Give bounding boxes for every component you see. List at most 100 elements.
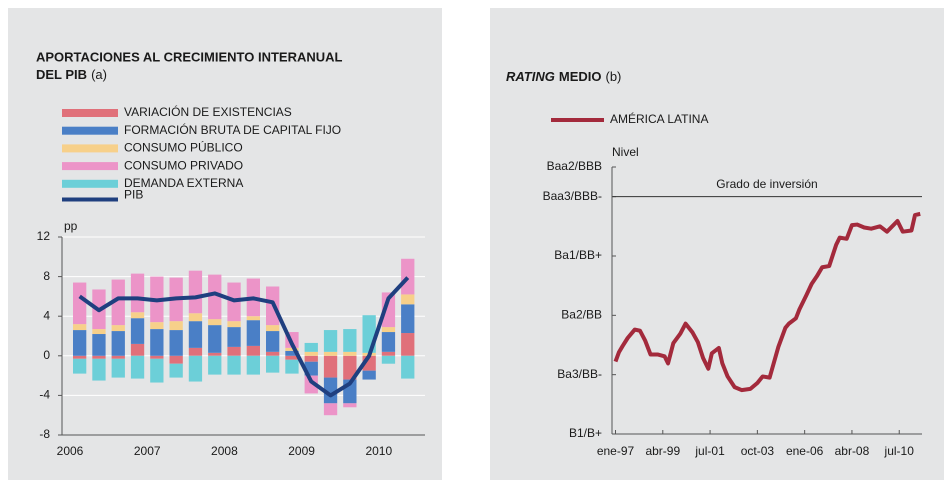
- x-tick-label: oct-03: [741, 444, 775, 458]
- y-tick-label: Ba2/BB: [561, 308, 602, 322]
- x-tick-label: ene-97: [597, 444, 635, 458]
- bar-segment: [343, 403, 357, 408]
- chart-title: DEL PIB: [36, 67, 87, 82]
- legend-swatch: [62, 126, 118, 135]
- bar-segment: [381, 351, 396, 356]
- bar-segment: [381, 332, 396, 352]
- y-tick-label: -8: [39, 427, 50, 441]
- bar-segment: [150, 322, 164, 330]
- bar-segment: [246, 355, 260, 375]
- bar-segment: [401, 355, 415, 379]
- bar-segment: [130, 312, 145, 319]
- bar-segment: [266, 351, 280, 356]
- y-tick-label: Baa3/BBB-: [543, 189, 602, 203]
- bar-segment: [150, 329, 164, 356]
- axis-label: pp: [64, 219, 78, 233]
- x-tick-label: abr-08: [835, 444, 870, 458]
- bar-segment: [188, 270, 203, 314]
- bar-segment: [73, 330, 87, 356]
- bar-segment: [246, 320, 260, 346]
- bar-segment: [285, 359, 299, 374]
- bar-segment: [92, 358, 106, 381]
- bar-segment: [169, 355, 183, 364]
- line-series: [78, 276, 410, 398]
- bar-segment: [208, 325, 222, 353]
- chart-title: DEL PIB (a): [36, 67, 107, 82]
- legend-label: PIB: [124, 188, 143, 202]
- x-tick-label: 2008: [211, 444, 238, 458]
- y-tick-label: 12: [37, 229, 51, 243]
- bar-segment: [111, 279, 125, 326]
- chart-title: MEDIO: [559, 69, 602, 84]
- panel: [490, 8, 944, 480]
- bar-segment: [208, 319, 222, 326]
- bar-segment: [227, 346, 241, 356]
- x-tick-label: 2010: [365, 444, 392, 458]
- x-tick-label: ene-06: [786, 444, 824, 458]
- panel: [8, 8, 442, 480]
- chart-title: RATING: [506, 69, 555, 84]
- bar-segment: [381, 292, 396, 328]
- bar-segment: [188, 355, 203, 382]
- bar-segment: [343, 355, 357, 380]
- x-tick-label: 2009: [288, 444, 315, 458]
- bar-segment: [381, 327, 396, 333]
- bar-segment: [208, 274, 222, 320]
- bar-segment: [92, 329, 106, 335]
- legend-label: DEMANDA EXTERNA: [124, 176, 243, 190]
- y-tick-label: B1/B+: [569, 426, 602, 440]
- y-tick-label: Ba3/BB-: [557, 367, 602, 381]
- bar-segment: [266, 331, 280, 352]
- title-note: (a): [91, 67, 107, 82]
- bar-segment: [323, 377, 338, 404]
- bar-segment: [92, 334, 106, 356]
- bar-segment: [73, 324, 87, 331]
- legend-swatch: [62, 179, 118, 188]
- bar-segment: [73, 358, 87, 374]
- bar-segment: [227, 355, 241, 375]
- bar-segment: [188, 347, 203, 356]
- bar-segment: [73, 355, 87, 359]
- bar-segment: [285, 355, 299, 360]
- chart-title: APORTACIONES AL CRECIMIENTO INTERANUAL: [36, 49, 343, 64]
- bar-segment: [169, 330, 183, 356]
- x-tick-label: 2007: [134, 444, 161, 458]
- bar-segment: [208, 355, 222, 375]
- legend-label: VARIACIÓN DE EXISTENCIAS: [124, 104, 292, 119]
- bar-segment: [266, 355, 280, 373]
- bar-segment: [169, 321, 183, 331]
- annotation: Grado de inversión: [716, 177, 817, 191]
- x-tick-label: abr-99: [645, 444, 680, 458]
- bar-segment: [227, 321, 241, 328]
- x-tick-label: jul-10: [884, 444, 915, 458]
- legend-label: CONSUMO PÚBLICO: [124, 140, 243, 155]
- bar-segment: [150, 355, 164, 359]
- legend-label: AMÉRICA LATINA: [610, 111, 708, 126]
- bar-segment: [323, 403, 338, 416]
- bar-segment: [111, 325, 125, 332]
- title-note: (b): [606, 69, 622, 84]
- bar-segment: [73, 282, 87, 325]
- y-tick-label: 4: [43, 308, 50, 322]
- bar-segment: [343, 351, 357, 356]
- bar-segment: [130, 273, 145, 313]
- bar-segment: [304, 351, 318, 356]
- legend-label: CONSUMO PRIVADO: [124, 158, 243, 172]
- bar-segment: [401, 333, 415, 356]
- x-tick-label: 2006: [57, 444, 84, 458]
- y-tick-label: 8: [43, 269, 50, 283]
- bar-segment: [169, 363, 183, 378]
- bar-segment: [130, 343, 145, 356]
- legend-swatch: [62, 144, 118, 153]
- bar-segment: [343, 329, 357, 352]
- bar-segment: [111, 355, 125, 359]
- bar-segment: [246, 316, 260, 321]
- bar-segment: [227, 327, 241, 347]
- bar-segment: [150, 358, 164, 383]
- bar-segment: [323, 355, 338, 378]
- bar-segment: [285, 347, 299, 351]
- y-tick-label: Baa2/BBB: [547, 159, 602, 173]
- bar-segment: [401, 258, 415, 295]
- bar-segment: [323, 351, 338, 356]
- bar-segment: [246, 345, 260, 356]
